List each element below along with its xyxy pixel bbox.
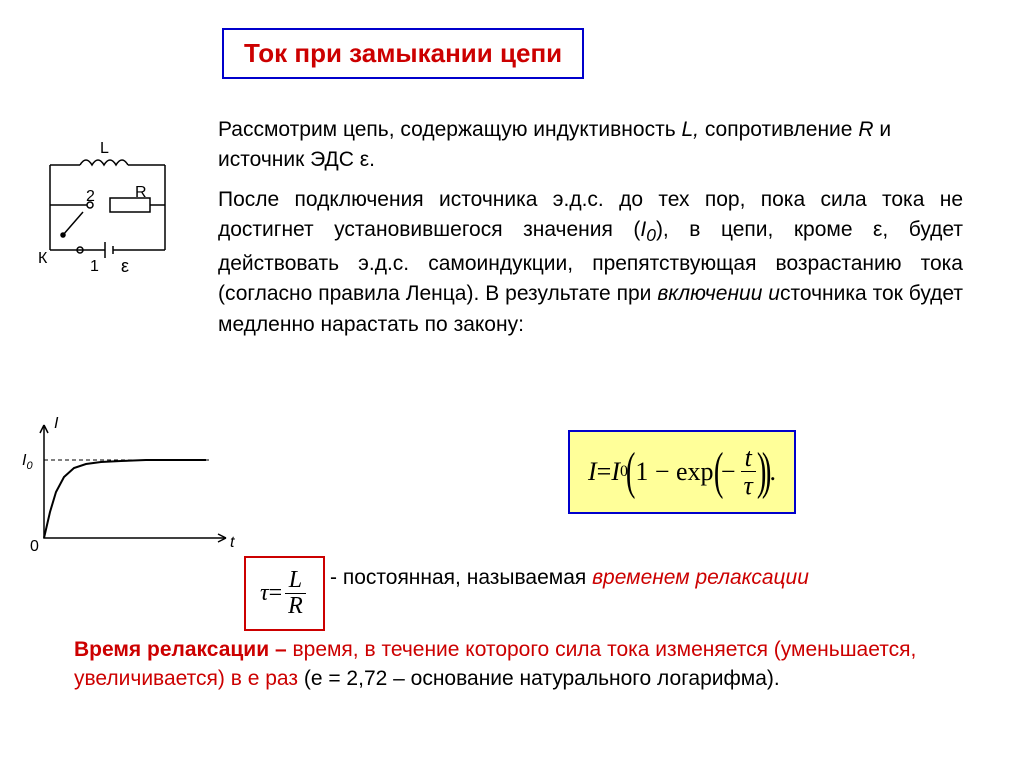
graph-label-I0: I0 [22,452,33,472]
lparen1: ( [626,446,636,498]
p2-italic: включении и [657,282,780,305]
def-bold: Время релаксации – [74,638,292,661]
tau-description: - постоянная, называемая временем релакс… [330,563,880,593]
title-box: Ток при замыкании цепи [222,28,584,79]
circuit-label-2: 2 [86,188,95,206]
circuit-label-1: 1 [90,258,99,276]
fm-frac: t τ [741,444,756,500]
paragraph-main: После подключения источника э.д.с. до те… [218,185,963,340]
td-highlight: временем релаксации [592,566,809,589]
fm-I0: I [611,457,620,487]
rparen1: ) [762,446,772,498]
def-p2: (e = 2,72 – основание натурального логар… [304,667,780,690]
ft-frac: L R [285,568,306,619]
circuit-label-K: К [38,250,47,268]
definition-relaxation: Время релаксации – время, в течение кото… [74,635,954,694]
circuit-label-eps: ε [121,256,129,277]
fm-expr: 1 − exp [635,457,713,487]
fm-eq: = [597,457,612,487]
formula-tau: τ = L R [244,556,325,631]
fm-num: t [742,444,755,471]
graph-label-t: t [230,534,234,552]
td-prefix: - постоянная, называемая [330,566,592,589]
ft-tau: τ [260,580,269,607]
formula-main: I = I0 ( 1 − exp ( − t τ ) ) . [568,430,796,514]
fm-I: I [588,457,597,487]
paragraph-intro: Рассмотрим цепь, содержащую индуктивност… [218,115,948,176]
def-i1: в е раз [231,667,304,690]
graph-label-I: I [54,415,58,433]
lparen2: ( [713,446,723,498]
ft-eq: = [269,580,283,607]
ft-num: L [286,568,305,593]
ft-den: R [285,593,306,619]
graph-I0-sub: 0 [26,460,32,472]
page-title: Ток при замыкании цепи [244,38,562,68]
p1-t1: L, [681,118,699,141]
circuit-label-L: L [100,140,109,158]
p1-t3: R [858,118,873,141]
p2-i0sub: 0 [646,226,656,246]
current-graph [26,420,236,550]
fm-den: τ [741,471,756,499]
p1-t2: сопротивление [699,118,858,141]
circuit-label-R: R [135,184,147,202]
p1-t0: Рассмотрим цепь, содержащую индуктивност… [218,118,681,141]
circuit-diagram [35,150,185,280]
graph-label-zero: 0 [30,538,39,556]
